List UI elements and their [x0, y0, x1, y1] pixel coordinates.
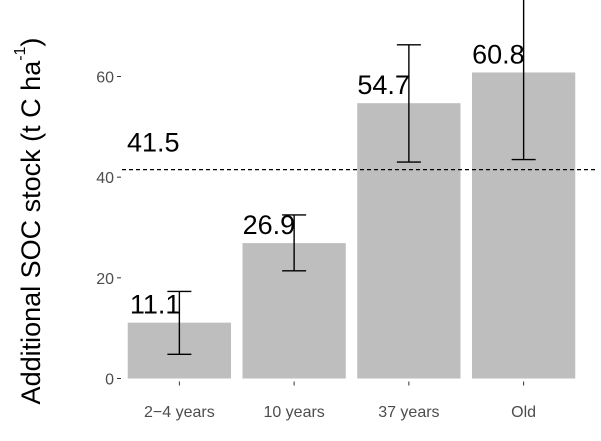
value-labels-layer: 11.1 26.9 54.7 60.8: [130, 39, 525, 319]
reference-line-label: 41.5: [127, 128, 180, 158]
x-tick-label: Old: [511, 404, 536, 421]
y-axis-title-superscript: -1: [12, 46, 29, 60]
bar-value-label: 11.1: [130, 290, 181, 320]
error-bar: [511, 0, 536, 161]
bar-value-label: 54.7: [357, 70, 410, 100]
x-tick-label: 10 years: [263, 404, 324, 421]
bars-layer: [127, 72, 576, 379]
y-axis-title: Additional SOC stock (t C ha-1): [12, 38, 47, 405]
y-tick-label: 0: [105, 372, 114, 389]
reference-line-layer: 41.5: [122, 128, 595, 171]
y-axis-title-end: ): [16, 38, 46, 47]
errorbars-layer: [167, 0, 536, 356]
error-bar: [396, 44, 421, 163]
y-axis: 0 20 40 60: [96, 70, 121, 389]
x-tick-label: 37 years: [378, 404, 439, 421]
x-tick-label: 2−4 years: [144, 404, 215, 421]
bar-value-label: 26.9: [243, 210, 296, 240]
error-bar: [282, 214, 307, 272]
y-tick-label: 40: [96, 170, 114, 187]
y-tick-label: 20: [96, 271, 114, 288]
y-tick-label: 60: [96, 70, 114, 87]
error-bar: [167, 290, 192, 356]
x-axis: 2−4 years 10 years 37 years Old: [144, 381, 536, 421]
bar-value-label: 60.8: [472, 39, 525, 69]
y-axis-title-main: Additional SOC stock (t C ha: [16, 60, 46, 405]
